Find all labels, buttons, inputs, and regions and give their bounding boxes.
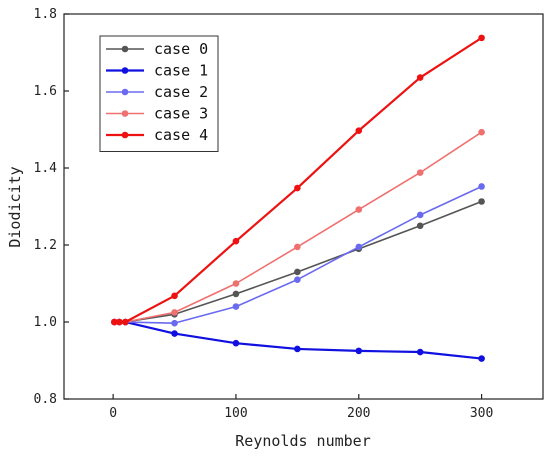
y-tick-label: 0.8 [34,392,57,407]
data-point [232,303,240,310]
legend-swatch-marker [121,110,129,117]
data-point [122,318,129,326]
data-point [171,319,178,327]
data-point [355,127,363,134]
data-point [111,318,118,326]
data-point [416,348,424,356]
legend-label: case 4 [154,126,208,144]
data-point [171,330,178,337]
legend-swatch-marker [121,88,129,96]
data-point [294,243,301,251]
y-axis-title: Diodicity [6,166,24,247]
data-point [171,292,178,300]
data-point [232,280,240,287]
legend-item: case 2 [106,83,208,101]
data-point [294,276,301,283]
legend-label: case 0 [154,40,208,58]
legend-item: case 1 [106,62,208,80]
legend-item: case 0 [106,40,208,58]
data-point [232,290,240,298]
legend: case 0 case 1 case 2 case 3 case 4 [99,35,219,152]
series-layer [111,34,485,362]
y-tick-label: 1.0 [34,315,57,330]
y-tick-label: 1.4 [34,161,58,176]
x-tick-label: 200 [347,406,370,421]
legend-box [99,35,219,152]
legend-item: case 4 [106,126,208,144]
y-tick-label: 1.6 [34,84,57,99]
data-point [478,355,485,362]
legend-label: case 2 [154,83,208,101]
legend-item: case 3 [106,105,208,123]
series-case-4 [111,34,485,326]
data-point [232,237,240,245]
x-tick-label: 100 [224,406,247,421]
data-point [355,206,363,213]
data-point [478,128,485,136]
data-point [478,183,485,190]
legend-swatch-marker [121,131,129,139]
legend-swatch-marker [121,67,129,74]
legend-swatch-marker [121,45,129,53]
data-point [294,184,301,192]
x-tick-label: 300 [470,406,493,421]
data-point [416,222,424,230]
axis-ticks: 0 100 200 300 0.8 1.0 1.2 1.4 1.6 1.8 [34,7,494,421]
data-point [294,345,301,353]
data-point [115,318,123,326]
y-tick-label: 1.8 [34,7,57,22]
data-point [416,169,424,176]
data-point [355,347,363,355]
legend-label: case 1 [154,62,208,80]
legend-label: case 3 [154,105,208,123]
x-tick-label: 0 [109,406,117,421]
data-point [294,268,301,276]
data-point [171,309,178,316]
data-point [416,74,424,81]
data-point [478,198,485,205]
y-tick-label: 1.2 [34,238,57,253]
data-point [355,243,363,251]
data-point [478,34,485,42]
data-point [416,211,424,219]
x-axis-title: Reynolds number [235,432,370,450]
data-point [232,339,240,347]
